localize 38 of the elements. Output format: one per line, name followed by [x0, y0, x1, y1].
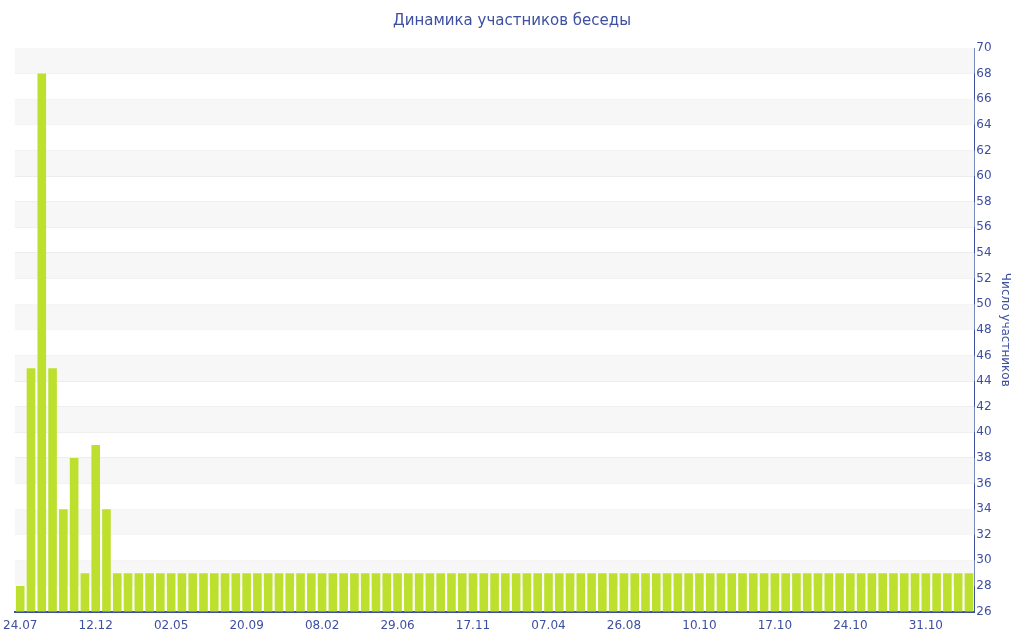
chart-title: Динамика участников беседы	[392, 10, 632, 29]
x-tick-label: 12.12	[78, 617, 113, 632]
y-tick-label: 62	[976, 142, 992, 157]
y-tick-label: 56	[976, 219, 992, 234]
x-tick-label: 10.10	[682, 617, 717, 632]
y-tick-label: 28	[976, 578, 992, 593]
x-tick-label: 17.10	[757, 617, 793, 632]
x-tick-label: 29.06	[380, 617, 415, 632]
y-tick-label: 30	[976, 552, 992, 567]
x-tick-label: 24.07	[3, 617, 38, 632]
x-tick-label: 07.04	[531, 617, 566, 632]
y-tick-label: 40	[976, 424, 992, 439]
y-tick-label: 54	[976, 245, 992, 260]
y-tick-label: 42	[976, 398, 992, 413]
y-tick-label: 68	[976, 65, 992, 80]
x-tick-label: 17.11	[455, 617, 491, 632]
y-tick-label: 52	[976, 270, 992, 285]
y-tick-label: 38	[976, 450, 992, 465]
x-tick-label: 02.05	[153, 617, 189, 632]
y-tick-label: 48	[976, 321, 992, 336]
y-tick-label: 64	[976, 116, 992, 131]
x-tick-label: 26.08	[606, 617, 642, 632]
x-tick-label: 24.10	[833, 617, 868, 632]
y-tick-label: 50	[976, 296, 992, 311]
x-tick-label: 31.10	[908, 617, 943, 632]
y-tick-label: 36	[976, 475, 992, 490]
y-tick-label: 34	[976, 501, 992, 516]
y-axis-title: Число участников	[998, 272, 1013, 387]
y-tick-label: 26	[976, 603, 992, 618]
y-tick-label: 32	[976, 526, 992, 541]
y-tick-label: 66	[976, 91, 992, 106]
x-tick-label: 08.02	[304, 617, 340, 632]
x-tick-label: 20.09	[229, 617, 264, 632]
y-tick-label: 70	[976, 40, 992, 55]
y-tick-label: 60	[976, 168, 992, 183]
y-tick-label: 46	[976, 347, 992, 362]
y-tick-label: 44	[976, 373, 992, 388]
y-tick-label: 58	[976, 193, 992, 208]
